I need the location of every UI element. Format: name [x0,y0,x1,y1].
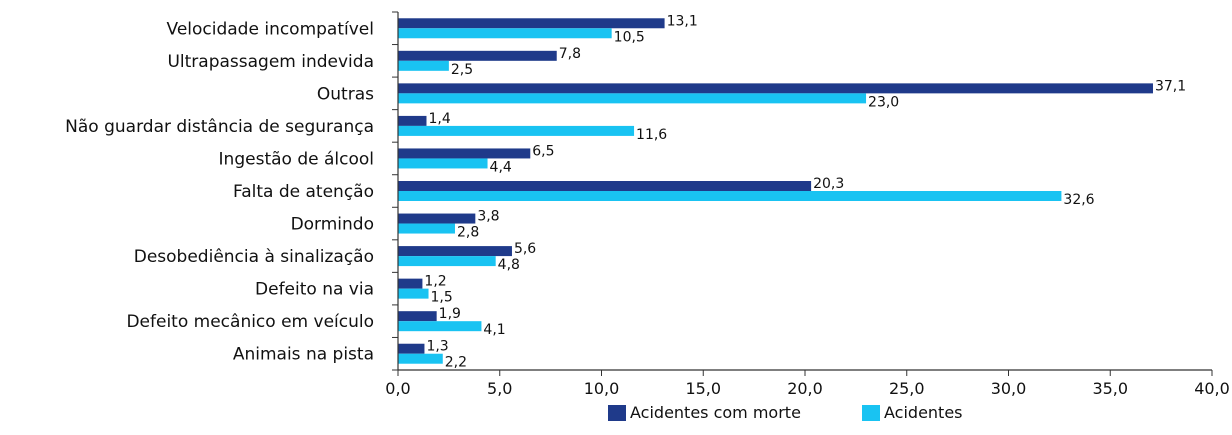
x-tick-label: 35,0 [1092,379,1128,398]
value-label-acidentes-desobediencia-a-sinalizacao: 4,8 [498,257,520,273]
value-label-acidentes-com-morte-desobediencia-a-sinalizacao: 5,6 [514,241,536,257]
x-tick-label: 5,0 [487,379,512,398]
value-label-acidentes-com-morte-animais-na-pista: 1,3 [426,339,448,355]
bar-acidentes-com-morte-defeito-mecanico-em-veiculo [398,311,437,322]
bars [398,18,1153,364]
bar-acidentes-com-morte-dormindo [398,213,476,224]
value-label-acidentes-com-morte-defeito-na-via: 1,2 [424,274,446,290]
bar-acidentes-com-morte-nao-guardar-distancia-de-seguranca [398,115,427,126]
bar-acidentes-com-morte-ultrapassagem-indevida [398,50,557,61]
bar-acidentes-ultrapassagem-indevida [398,60,449,71]
value-label-acidentes-com-morte-velocidade-incompativel: 13,1 [667,13,698,29]
value-label-acidentes-com-morte-ingestao-de-alcool: 6,5 [532,143,554,159]
bar-acidentes-com-morte-defeito-na-via [398,278,423,289]
category-label-outras: Outras [317,84,374,104]
bar-acidentes-com-morte-ingestao-de-alcool [398,148,531,159]
category-label-ingestao-de-alcool: Ingestão de álcool [219,149,374,169]
value-label-acidentes-com-morte-outras: 37,1 [1155,78,1186,94]
x-axis-ticks: 0,0 5,0 10,0 15,0 20,0 25,0 30,0 35,0 40,0 [385,11,1230,398]
x-tick-label: 25,0 [889,379,925,398]
bar-acidentes-desobediencia-a-sinalizacao [398,256,496,267]
x-tick-label: 0,0 [385,379,410,398]
x-tick-label: 30,0 [991,379,1027,398]
bar-acidentes-dormindo [398,223,455,234]
x-tick-label: 40,0 [1194,379,1230,398]
value-label-acidentes-com-morte-dormindo: 3,8 [477,209,499,225]
legend-swatch-acidentes-com-morte [608,405,626,421]
bar-acidentes-com-morte-outras [398,83,1153,94]
category-label-ultrapassagem-indevida: Ultrapassagem indevida [167,52,374,72]
value-label-acidentes-ultrapassagem-indevida: 2,5 [451,62,473,78]
value-label-acidentes-ingestao-de-alcool: 4,4 [490,159,512,175]
category-labels: Velocidade incompatível Ultrapassagem ind… [65,19,374,364]
category-label-velocidade-incompativel: Velocidade incompatível [167,19,374,39]
bar-acidentes-falta-de-atencao [398,191,1062,201]
legend-label-acidentes-com-morte: Acidentes com morte [630,403,801,422]
value-label-acidentes-com-morte-defeito-mecanico-em-veiculo: 1,9 [439,306,461,322]
value-label-acidentes-outras: 23,0 [868,94,899,110]
bar-acidentes-animais-na-pista [398,353,443,364]
bar-acidentes-velocidade-incompativel [398,28,612,39]
x-tick-label: 15,0 [685,379,721,398]
value-labels: 13,1 10,5 7,8 2,5 37,1 23,0 1,4 11,6 6,5 4,4 20,3 3… [424,13,1186,370]
legend-label-acidentes: Acidentes [884,403,963,422]
bar-acidentes-outras [398,93,867,104]
value-label-acidentes-dormindo: 2,8 [457,225,479,241]
x-tick-label: 10,0 [584,379,620,398]
category-label-defeito-mecanico-em-veiculo: Defeito mecânico em veículo [126,312,374,332]
bar-acidentes-com-morte-animais-na-pista [398,343,425,354]
value-label-acidentes-animais-na-pista: 2,2 [445,355,467,371]
bar-acidentes-defeito-mecanico-em-veiculo [398,321,482,332]
category-label-desobediencia-a-sinalizacao: Desobediência à sinalização [134,247,374,267]
category-label-nao-guardar-distancia-de-seguranca: Não guardar distância de segurança [65,117,374,137]
legend-swatch-acidentes [862,405,880,421]
value-label-acidentes-com-morte-nao-guardar-distancia-de-seguranca: 1,4 [428,111,450,127]
value-label-acidentes-com-morte-ultrapassagem-indevida: 7,8 [559,46,581,62]
bar-acidentes-com-morte-falta-de-atencao [398,181,812,191]
value-label-acidentes-velocidade-incompativel: 10,5 [614,29,645,45]
bar-acidentes-defeito-na-via [398,288,429,299]
bar-acidentes-nao-guardar-distancia-de-seguranca [398,125,635,136]
bar-acidentes-ingestao-de-alcool [398,158,488,169]
bar-acidentes-com-morte-velocidade-incompativel [398,18,665,29]
category-label-animais-na-pista: Animais na pista [233,345,374,365]
value-label-acidentes-nao-guardar-distancia-de-seguranca: 11,6 [636,127,667,143]
category-label-falta-de-atencao: Falta de atenção [233,182,374,202]
legend: Acidentes com morte Acidentes [608,403,963,422]
value-label-acidentes-defeito-mecanico-em-veiculo: 4,1 [483,322,505,338]
value-label-acidentes-falta-de-atencao: 32,6 [1063,192,1094,208]
value-label-acidentes-defeito-na-via: 1,5 [431,290,453,306]
category-label-dormindo: Dormindo [291,215,374,235]
x-tick-label: 20,0 [787,379,823,398]
value-label-acidentes-com-morte-falta-de-atencao: 20,3 [813,176,844,192]
category-label-defeito-na-via: Defeito na via [255,280,374,300]
bar-acidentes-com-morte-desobediencia-a-sinalizacao [398,246,512,257]
